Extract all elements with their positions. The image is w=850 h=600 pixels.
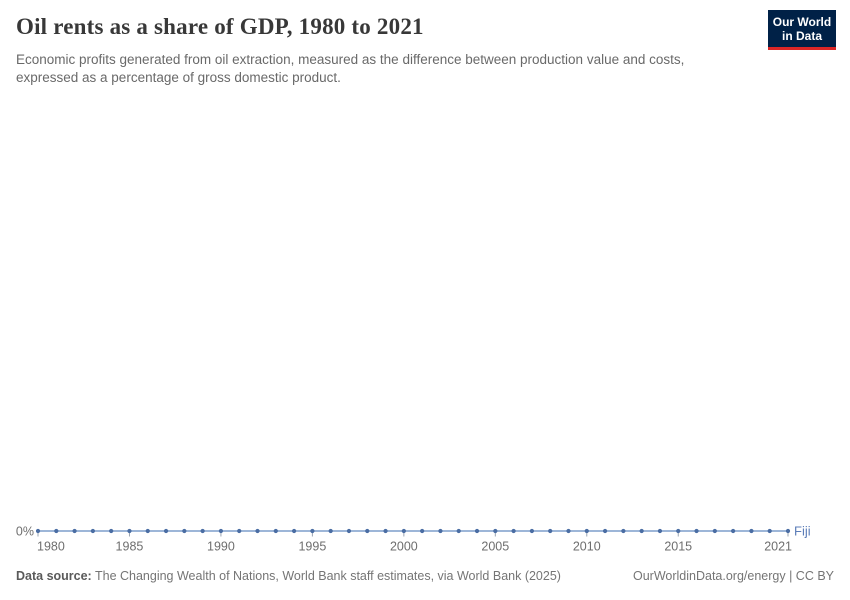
chart-header: Oil rents as a share of GDP, 1980 to 202… xyxy=(16,13,736,88)
data-point[interactable] xyxy=(346,528,352,534)
data-point[interactable] xyxy=(566,528,571,534)
x-axis-tick-label: 1980 xyxy=(37,540,65,554)
owid-logo[interactable]: Our World in Data xyxy=(768,10,836,50)
data-point[interactable] xyxy=(328,528,333,534)
data-point[interactable] xyxy=(310,528,315,534)
data-point[interactable] xyxy=(109,528,114,534)
data-point[interactable] xyxy=(602,528,608,534)
data-point[interactable] xyxy=(420,528,425,534)
data-point[interactable] xyxy=(731,528,736,534)
data-point[interactable] xyxy=(237,528,242,534)
data-point[interactable] xyxy=(273,528,278,534)
data-point[interactable] xyxy=(383,528,388,534)
data-point[interactable] xyxy=(145,528,150,534)
data-point[interactable] xyxy=(438,528,443,534)
chart-footer: Data source: The Changing Wealth of Nati… xyxy=(16,568,834,585)
data-point[interactable] xyxy=(639,528,644,534)
data-point[interactable] xyxy=(200,528,205,534)
x-axis-tick-label: 1990 xyxy=(207,540,235,554)
data-point[interactable] xyxy=(255,528,260,534)
x-axis-tick-label: 2000 xyxy=(390,540,418,554)
data-point[interactable] xyxy=(127,528,132,534)
line-chart-canvas[interactable]: 0%1980 1985 1990 1995 2000 2005 2010 2015 2021Fi… xyxy=(0,505,850,567)
data-point[interactable] xyxy=(182,528,187,534)
data-point[interactable] xyxy=(785,528,791,534)
x-axis-tick-label: 2010 xyxy=(573,540,601,554)
data-point[interactable] xyxy=(767,528,772,534)
data-point[interactable] xyxy=(621,528,626,534)
series-entity-label[interactable]: Fiji xyxy=(794,524,811,539)
data-point[interactable] xyxy=(712,528,717,534)
x-axis-tick-label: 2005 xyxy=(481,540,509,554)
data-point[interactable] xyxy=(163,528,169,534)
data-point[interactable] xyxy=(694,528,699,534)
data-point[interactable] xyxy=(291,528,297,534)
owid-logo-line1: Our World xyxy=(772,14,832,29)
owid-logo-line2: in Data xyxy=(781,28,822,43)
chart-subtitle: Economic profits generated from oil extr… xyxy=(16,51,685,86)
x-axis-tick-label: 1995 xyxy=(298,540,326,554)
x-axis-tick-label: 1985 xyxy=(116,540,144,554)
x-axis-tick-label: 2021 xyxy=(764,540,792,554)
data-point[interactable] xyxy=(365,528,370,534)
data-point[interactable] xyxy=(90,528,95,534)
data-point[interactable] xyxy=(548,528,553,534)
data-source: Data source: The Changing Wealth of Nati… xyxy=(16,568,561,585)
data-point[interactable] xyxy=(529,528,535,534)
data-point[interactable] xyxy=(72,528,77,534)
y-axis-tick-label: 0% xyxy=(16,525,34,539)
data-point[interactable] xyxy=(456,528,461,534)
data-point[interactable] xyxy=(676,528,681,534)
data-point[interactable] xyxy=(493,528,498,534)
data-point[interactable] xyxy=(584,528,589,534)
data-source-text: The Changing Wealth of Nations, World Ba… xyxy=(91,569,561,583)
data-source-label: Data source: xyxy=(16,569,92,583)
x-axis-tick-label: 2015 xyxy=(664,540,692,554)
data-point[interactable] xyxy=(511,528,516,534)
data-point[interactable] xyxy=(749,528,754,534)
data-point[interactable] xyxy=(401,528,406,534)
data-point[interactable] xyxy=(218,528,224,534)
data-point[interactable] xyxy=(657,528,663,534)
data-point[interactable] xyxy=(474,528,480,534)
data-point[interactable] xyxy=(54,528,59,534)
data-point[interactable] xyxy=(35,528,41,534)
footer-license-link[interactable]: OurWorldinData.org/energy | CC BY xyxy=(632,569,834,583)
page-title: Oil rents as a share of GDP, 1980 to 202… xyxy=(16,14,424,39)
